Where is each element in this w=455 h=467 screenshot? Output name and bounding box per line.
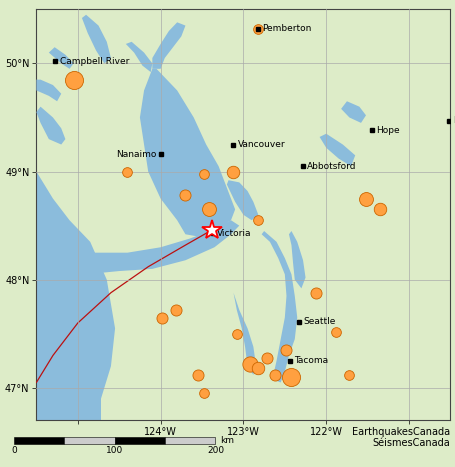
- Text: km: km: [221, 436, 234, 445]
- Bar: [115, 437, 165, 444]
- Polygon shape: [36, 171, 115, 420]
- Bar: [165, 437, 216, 444]
- Text: Vancouver: Vancouver: [238, 140, 285, 149]
- Polygon shape: [126, 42, 152, 72]
- Polygon shape: [319, 134, 355, 166]
- Polygon shape: [140, 69, 235, 236]
- Polygon shape: [49, 47, 74, 69]
- Polygon shape: [36, 106, 66, 144]
- Text: Victoria: Victoria: [217, 229, 252, 238]
- Polygon shape: [341, 101, 366, 123]
- Polygon shape: [82, 15, 111, 64]
- Text: Campbell River: Campbell River: [60, 57, 129, 66]
- Text: 0: 0: [11, 446, 17, 455]
- Polygon shape: [227, 180, 258, 220]
- Bar: [65, 437, 115, 444]
- Text: P: P: [453, 116, 455, 125]
- Text: Seattle: Seattle: [303, 318, 335, 326]
- Polygon shape: [36, 220, 239, 274]
- Text: Pemberton: Pemberton: [262, 24, 311, 33]
- Text: Nanaimo: Nanaimo: [116, 150, 157, 159]
- Text: 200: 200: [207, 446, 224, 455]
- Bar: [14, 437, 65, 444]
- Text: 100: 100: [106, 446, 123, 455]
- Text: Hope: Hope: [376, 126, 399, 135]
- Polygon shape: [194, 191, 209, 217]
- Polygon shape: [289, 231, 305, 288]
- Text: Tacoma: Tacoma: [294, 356, 328, 365]
- Polygon shape: [262, 231, 297, 382]
- Text: EarthquakesCanada
SéismesCanada: EarthquakesCanada SéismesCanada: [352, 427, 450, 448]
- Polygon shape: [233, 293, 256, 375]
- Polygon shape: [152, 22, 186, 69]
- Polygon shape: [36, 80, 61, 101]
- Text: Abbotsford: Abbotsford: [307, 162, 357, 170]
